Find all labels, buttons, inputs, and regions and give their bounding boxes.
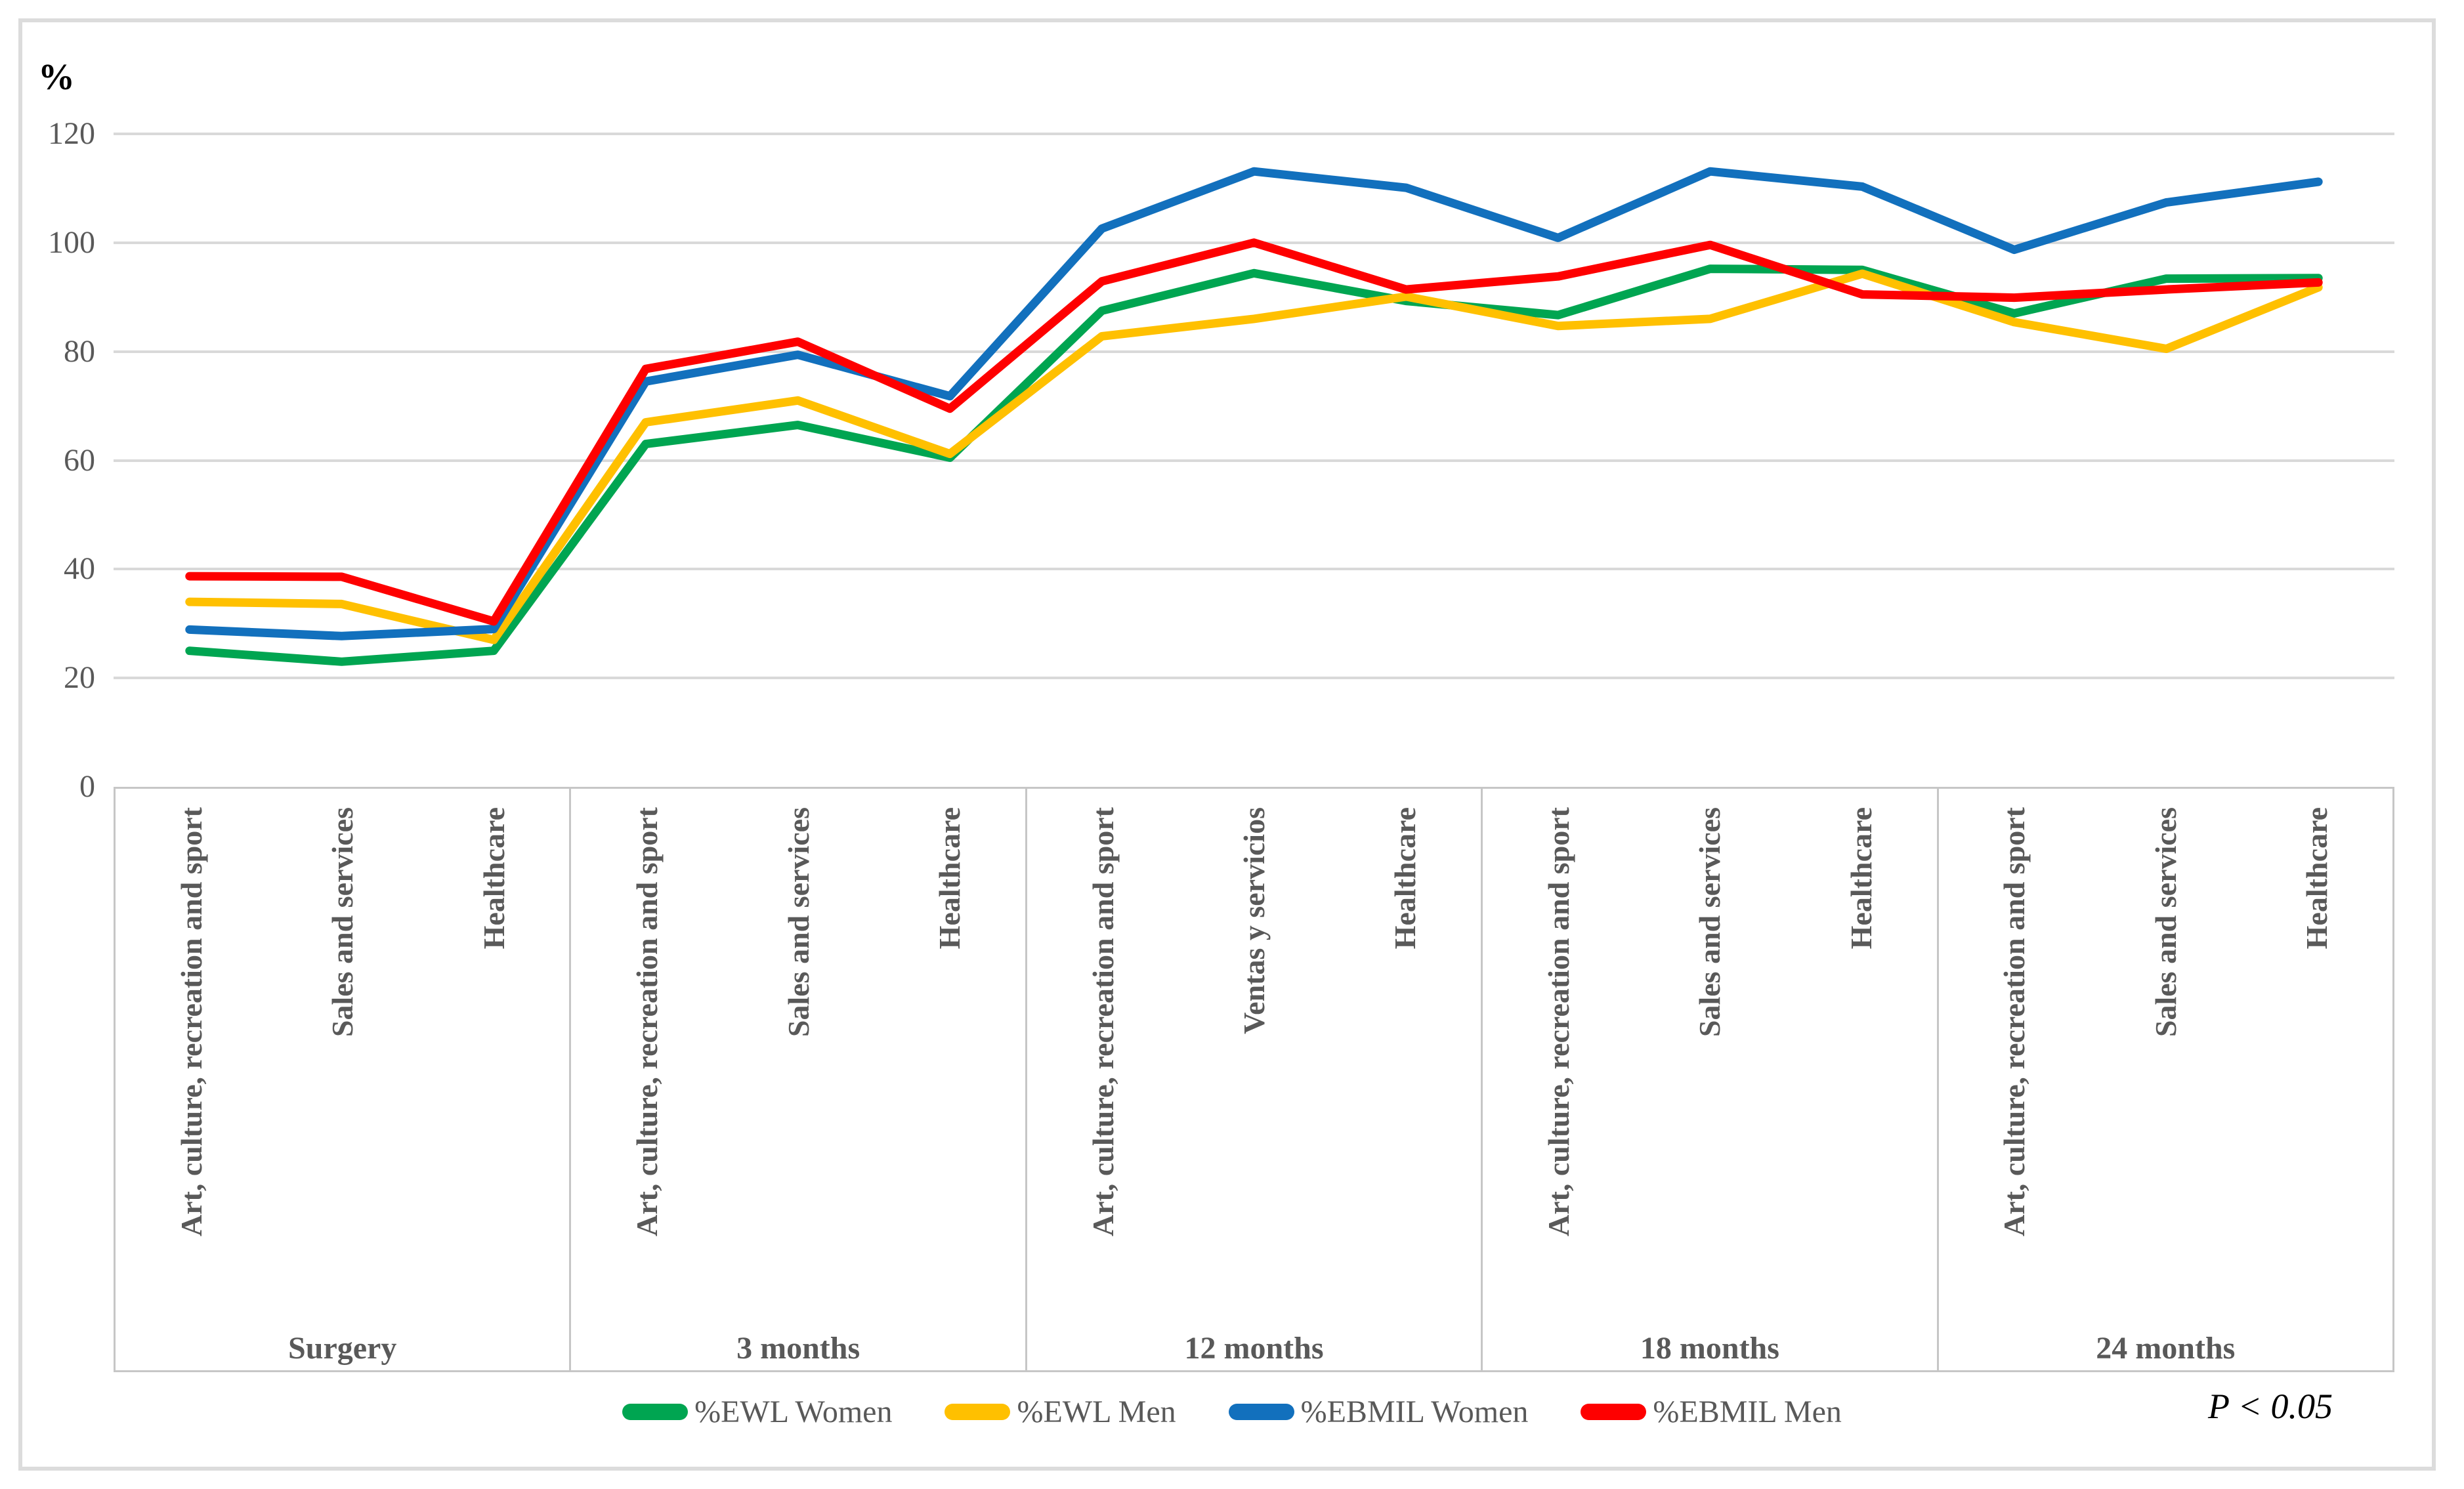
plot-area	[114, 133, 2394, 787]
group-label: 12 months	[1184, 1331, 1324, 1366]
group-cell: Art, culture, recreation and sport Ventas…	[1027, 789, 1483, 1370]
legend-item: %EBMIL Men	[1581, 1394, 1842, 1430]
category-cell: Art, culture, recreation and sport	[1939, 789, 2090, 1370]
category-cell: Healthcare	[1330, 789, 1481, 1370]
gridline	[114, 459, 2394, 462]
category-label: Sales and services	[1693, 807, 1727, 1038]
legend-swatch	[1581, 1404, 1647, 1420]
group-label: 18 months	[1640, 1331, 1779, 1366]
gridline	[114, 350, 2394, 353]
category-label: Healthcare	[933, 807, 967, 950]
series-lines	[185, 167, 2323, 666]
gridline	[114, 677, 2394, 680]
group-label: Surgery	[288, 1331, 397, 1366]
group-cell: Art, culture, recreation and sport Sales …	[116, 789, 572, 1370]
category-label: Art, culture, recreation and sport	[1086, 807, 1120, 1237]
series-line-ebmil-men	[185, 238, 2323, 626]
category-cell: Healthcare	[874, 789, 1025, 1370]
p-value-annotation: P < 0.05	[2208, 1387, 2333, 1426]
legend-label: %EWL Women	[694, 1395, 893, 1429]
gridline	[114, 568, 2394, 571]
category-cell: Sales and services	[723, 789, 874, 1370]
legend-swatch	[945, 1404, 1011, 1420]
category-label: Healthcare	[1844, 807, 1878, 950]
group-cell: Art, culture, recreation and sport Sales …	[1939, 789, 2392, 1370]
category-label: Art, culture, recreation and sport	[1541, 807, 1575, 1237]
category-cell: Healthcare	[418, 789, 569, 1370]
category-label: Healthcare	[1388, 807, 1422, 950]
legend-label: %EBMIL Men	[1653, 1395, 1842, 1429]
y-axis-label: %	[38, 57, 75, 98]
category-label: Art, culture, recreation and sport	[630, 807, 664, 1237]
y-tick-label: 0	[79, 769, 95, 804]
legend-label: %EWL Men	[1017, 1395, 1176, 1429]
legend: %EWL Women %EWL Men %EBMIL Women %EBMIL Men	[0, 1394, 2464, 1430]
y-tick-label: 120	[48, 116, 95, 151]
category-cell: Ventas y servicios	[1178, 789, 1329, 1370]
y-tick-label: 40	[64, 551, 95, 587]
category-label: Art, culture, recreation and sport	[174, 807, 208, 1237]
category-label: Sales and services	[781, 807, 815, 1038]
y-tick-label: 80	[64, 333, 95, 369]
category-label: Healthcare	[477, 807, 511, 950]
y-tick-label: 60	[64, 442, 95, 478]
category-cell: Art, culture, recreation and sport	[571, 789, 722, 1370]
legend-item: %EWL Women	[622, 1394, 892, 1430]
legend-item: %EBMIL Women	[1228, 1394, 1529, 1430]
legend-swatch	[1228, 1404, 1294, 1420]
series-line-ebmil-women	[185, 167, 2323, 640]
category-cell: Sales and services	[266, 789, 417, 1370]
category-cell: Sales and services	[2090, 789, 2241, 1370]
category-label: Art, culture, recreation and sport	[1997, 807, 2031, 1237]
category-cell: Art, culture, recreation and sport	[1483, 789, 1634, 1370]
legend-label: %EBMIL Women	[1300, 1395, 1529, 1429]
y-tick-label: 100	[48, 224, 95, 260]
chart-frame	[18, 18, 2436, 1471]
legend-swatch	[622, 1404, 689, 1420]
category-cell: Art, culture, recreation and sport	[116, 789, 266, 1370]
group-label: 3 months	[736, 1331, 860, 1366]
x-label-box: Art, culture, recreation and sport Sales …	[114, 787, 2394, 1372]
category-label: Healthcare	[2300, 807, 2334, 950]
category-cell: Healthcare	[2241, 789, 2392, 1370]
group-cell: Art, culture, recreation and sport Sales …	[1483, 789, 1939, 1370]
series-line-ewl-men	[185, 269, 2323, 644]
gridline	[114, 133, 2394, 135]
group-cell: Art, culture, recreation and sport Sales …	[571, 789, 1027, 1370]
category-label: Sales and services	[326, 807, 360, 1038]
category-cell: Sales and services	[1634, 789, 1785, 1370]
category-cell: Healthcare	[1785, 789, 1936, 1370]
group-label: 24 months	[2096, 1331, 2236, 1366]
legend-item: %EWL Men	[945, 1394, 1176, 1430]
y-tick-label: 20	[64, 660, 95, 696]
category-label: Sales and services	[2148, 807, 2182, 1038]
category-cell: Art, culture, recreation and sport	[1027, 789, 1178, 1370]
category-label: Ventas y servicios	[1237, 807, 1271, 1034]
